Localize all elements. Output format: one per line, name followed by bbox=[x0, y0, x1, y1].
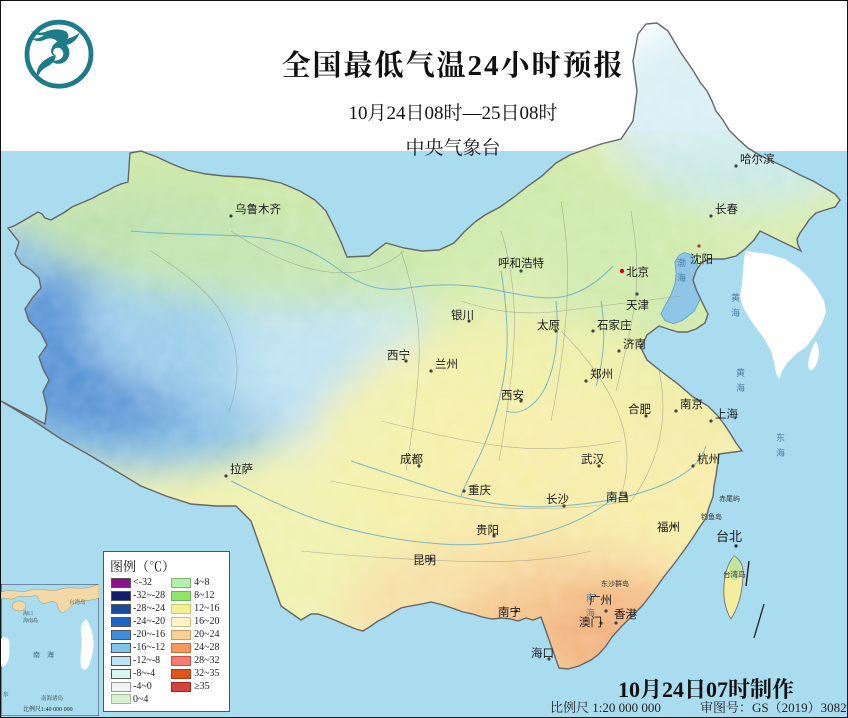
svg-text:赤尾屿: 赤尾屿 bbox=[719, 494, 740, 503]
svg-text:台湾岛: 台湾岛 bbox=[723, 569, 746, 579]
svg-text:武汉: 武汉 bbox=[581, 453, 604, 466]
svg-text:哈尔滨: 哈尔滨 bbox=[740, 152, 775, 166]
svg-text:福州: 福州 bbox=[657, 520, 680, 534]
svg-text:乌鲁木齐: 乌鲁木齐 bbox=[235, 202, 281, 216]
svg-text:长春: 长春 bbox=[715, 203, 738, 216]
svg-text:西安: 西安 bbox=[501, 388, 524, 402]
svg-text:兰州: 兰州 bbox=[435, 358, 458, 371]
svg-text:台湾岛: 台湾岛 bbox=[69, 598, 86, 606]
svg-text:南海诸岛: 南海诸岛 bbox=[41, 694, 64, 702]
svg-text:天津: 天津 bbox=[626, 299, 649, 312]
svg-text:海南岛: 海南岛 bbox=[23, 617, 38, 624]
svg-text:海: 海 bbox=[677, 272, 686, 283]
svg-text:沈阳: 沈阳 bbox=[690, 252, 713, 266]
svg-text:香港: 香港 bbox=[614, 608, 637, 621]
svg-text:海口: 海口 bbox=[23, 610, 33, 617]
svg-text:钓鱼岛: 钓鱼岛 bbox=[701, 512, 722, 521]
svg-text:杭州: 杭州 bbox=[697, 452, 720, 466]
svg-text:昆明: 昆明 bbox=[413, 554, 436, 567]
svg-text:海: 海 bbox=[731, 307, 740, 318]
svg-text:上海: 上海 bbox=[715, 407, 738, 421]
svg-text:长沙: 长沙 bbox=[546, 493, 569, 506]
svg-text:石家庄: 石家庄 bbox=[597, 318, 632, 332]
svg-text:黄: 黄 bbox=[731, 292, 740, 303]
svg-text:济南: 济南 bbox=[623, 337, 646, 351]
svg-text:台北: 台北 bbox=[716, 529, 742, 544]
svg-text:银川: 银川 bbox=[451, 308, 474, 322]
svg-text:海口: 海口 bbox=[531, 646, 554, 660]
svg-text:南京: 南京 bbox=[680, 397, 703, 411]
svg-text:东: 东 bbox=[776, 432, 785, 443]
svg-text:西宁: 西宁 bbox=[387, 348, 410, 362]
svg-text:东沙群岛: 东沙群岛 bbox=[601, 579, 629, 588]
svg-text:澳门: 澳门 bbox=[579, 615, 602, 629]
svg-text:合肥: 合肥 bbox=[628, 402, 651, 416]
svg-text:海: 海 bbox=[736, 382, 745, 393]
svg-text:北京: 北京 bbox=[626, 265, 649, 279]
svg-text:重庆: 重庆 bbox=[468, 483, 491, 497]
svg-text:黄: 黄 bbox=[736, 367, 745, 378]
svg-text:南宁: 南宁 bbox=[498, 605, 521, 619]
svg-text:渤: 渤 bbox=[677, 257, 686, 268]
svg-text:南昌: 南昌 bbox=[606, 490, 629, 504]
svg-text:拉萨: 拉萨 bbox=[230, 462, 253, 476]
svg-text:太原: 太原 bbox=[537, 319, 560, 332]
svg-text:比例尺1:40 000 000: 比例尺1:40 000 000 bbox=[23, 705, 73, 713]
svg-text:南 海: 南 海 bbox=[33, 650, 54, 659]
svg-text:郑州: 郑州 bbox=[590, 367, 613, 381]
svg-text:呼和浩特: 呼和浩特 bbox=[498, 256, 544, 270]
svg-text:成都: 成都 bbox=[400, 453, 423, 466]
svg-text:东: 东 bbox=[3, 690, 9, 698]
svg-text:贵阳: 贵阳 bbox=[476, 524, 499, 537]
svg-text:海: 海 bbox=[776, 447, 785, 458]
svg-text:广州: 广州 bbox=[589, 594, 612, 607]
